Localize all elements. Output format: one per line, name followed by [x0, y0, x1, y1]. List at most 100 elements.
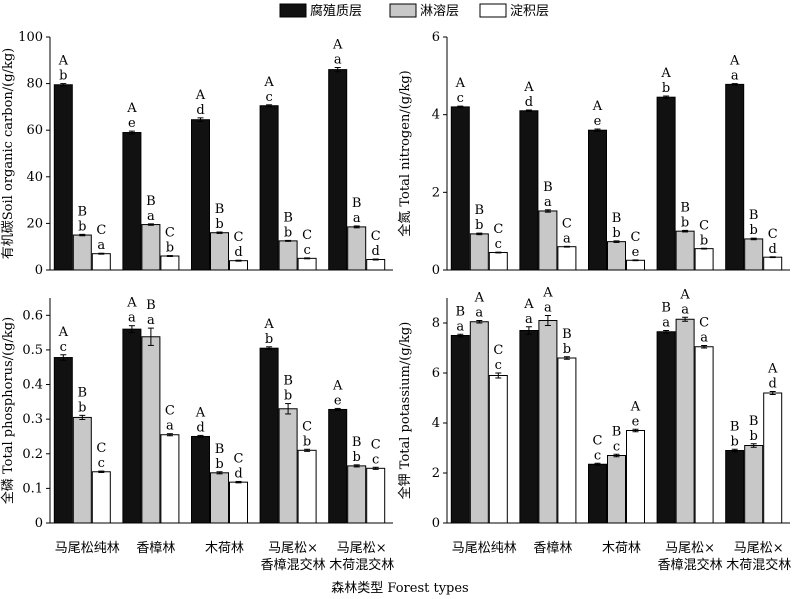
- significance-letter-lower: a: [544, 195, 552, 210]
- significance-letter-lower: b: [750, 429, 758, 444]
- significance-letter-lower: c: [457, 91, 464, 106]
- y-tick-label: 2: [432, 185, 440, 200]
- significance-letter-lower: c: [495, 358, 502, 373]
- bar-humus: [725, 83, 745, 271]
- legend: 腐殖质层 淋溶层 淀积层: [279, 3, 549, 19]
- significance-letter-lower: a: [128, 311, 136, 326]
- y-tick-label: 2: [432, 466, 440, 481]
- bar-eluvial: [210, 472, 229, 524]
- bar-eluvial: [744, 238, 764, 271]
- bar-humus: [450, 106, 470, 271]
- y-tick-label: 0.3: [22, 412, 43, 427]
- significance-letter-upper: B: [283, 210, 293, 225]
- x-category-label: 马尾松纯林: [55, 541, 120, 556]
- significance-letter-lower: a: [731, 69, 739, 84]
- bar-eluvial: [469, 321, 489, 524]
- significance-letter-upper: C: [593, 433, 603, 448]
- significance-letter-lower: e: [128, 116, 136, 131]
- significance-letter-lower: a: [147, 209, 155, 224]
- significance-letter-lower: e: [632, 245, 640, 260]
- bar-illuvial: [229, 481, 248, 524]
- bar-illuvial: [694, 346, 714, 524]
- bar-illuvial: [366, 467, 386, 524]
- significance-letter-upper: C: [165, 404, 175, 419]
- significance-letter-lower: b: [353, 450, 361, 465]
- significance-letter-upper: C: [234, 230, 244, 245]
- significance-letter-lower: b: [59, 69, 67, 84]
- significance-letter-upper: A: [767, 362, 778, 377]
- y-tick-label: 0.1: [22, 481, 43, 496]
- x-category-label: 香樟混交林: [261, 557, 326, 573]
- y-axis-title: 全钾 Total potassium/(g/kg): [397, 322, 413, 500]
- x-category-label: 木荷混交林: [726, 557, 791, 573]
- bar-eluvial: [278, 240, 298, 271]
- significance-letter-lower: d: [769, 377, 777, 392]
- significance-letter-lower: b: [166, 241, 174, 256]
- significance-letter-lower: b: [662, 81, 670, 96]
- bar-humus: [588, 129, 607, 271]
- significance-letter-upper: C: [699, 316, 709, 331]
- significance-letter-upper: C: [631, 230, 641, 245]
- significance-letter-lower: c: [60, 340, 67, 355]
- legend-label-humus: 腐殖质层: [310, 3, 362, 19]
- significance-letter-upper: A: [542, 286, 553, 301]
- y-tick-label: 0: [35, 516, 43, 531]
- significance-letter-lower: a: [681, 302, 689, 317]
- bar-eluvial: [72, 234, 92, 271]
- x-category-label: 马尾松×: [268, 541, 318, 556]
- bar-illuvial: [557, 246, 577, 271]
- significance-letter-upper: A: [474, 291, 485, 306]
- significance-letter-upper: B: [215, 202, 225, 217]
- bar-humus: [122, 328, 142, 524]
- x-category-label: 马尾松×: [665, 541, 715, 556]
- significance-letter-upper: A: [263, 317, 274, 332]
- significance-letter-upper: C: [302, 419, 312, 434]
- significance-letter-upper: B: [352, 435, 362, 450]
- y-axis-title: 全磷 Total phosphorus/(g/kg): [0, 317, 16, 504]
- bar-illuvial: [160, 434, 180, 524]
- significance-letter-upper: B: [612, 424, 622, 439]
- significance-letter-upper: B: [543, 180, 553, 195]
- significance-letter-lower: a: [662, 316, 670, 331]
- bar-eluvial: [675, 318, 695, 524]
- bar-illuvial: [626, 430, 645, 524]
- significance-letter-upper: B: [475, 203, 485, 218]
- bar-humus: [53, 357, 73, 524]
- bar-eluvial: [607, 455, 626, 524]
- bar-eluvial: [141, 224, 161, 271]
- bar-illuvial: [297, 449, 317, 524]
- significance-letter-upper: B: [661, 301, 671, 316]
- bar-eluvial: [141, 336, 161, 524]
- significance-letter-upper: C: [699, 218, 709, 233]
- y-tick-label: 0: [432, 263, 440, 278]
- significance-letter-upper: A: [332, 38, 343, 53]
- bar-humus: [122, 132, 142, 271]
- bar-eluvial: [469, 233, 489, 271]
- significance-letter-upper: B: [78, 204, 88, 219]
- significance-letter-upper: A: [660, 66, 671, 81]
- significance-letter-lower: b: [215, 457, 223, 472]
- x-axis-title: 森林类型 Forest types: [331, 581, 468, 596]
- significance-letter-upper: A: [126, 296, 137, 311]
- y-tick-label: 8: [432, 316, 440, 331]
- significance-letter-upper: A: [679, 287, 690, 302]
- significance-letter-upper: C: [96, 441, 106, 456]
- legend-swatch-humus: [279, 3, 307, 18]
- significance-letter-lower: d: [769, 242, 777, 257]
- bar-humus: [328, 69, 348, 271]
- significance-letter-lower: a: [353, 211, 361, 226]
- significance-letter-lower: e: [632, 414, 640, 429]
- bar-eluvial: [347, 465, 367, 524]
- significance-letter-lower: d: [234, 466, 242, 481]
- significance-letter-lower: a: [147, 313, 155, 328]
- x-category-label: 香樟林: [533, 541, 572, 556]
- x-category-label: 木荷林: [602, 541, 641, 556]
- bar-eluvial: [538, 210, 558, 271]
- significance-letter-lower: c: [98, 456, 105, 471]
- significance-letter-upper: B: [352, 196, 362, 211]
- significance-letter-upper: B: [283, 374, 293, 389]
- significance-letter-upper: B: [749, 208, 759, 223]
